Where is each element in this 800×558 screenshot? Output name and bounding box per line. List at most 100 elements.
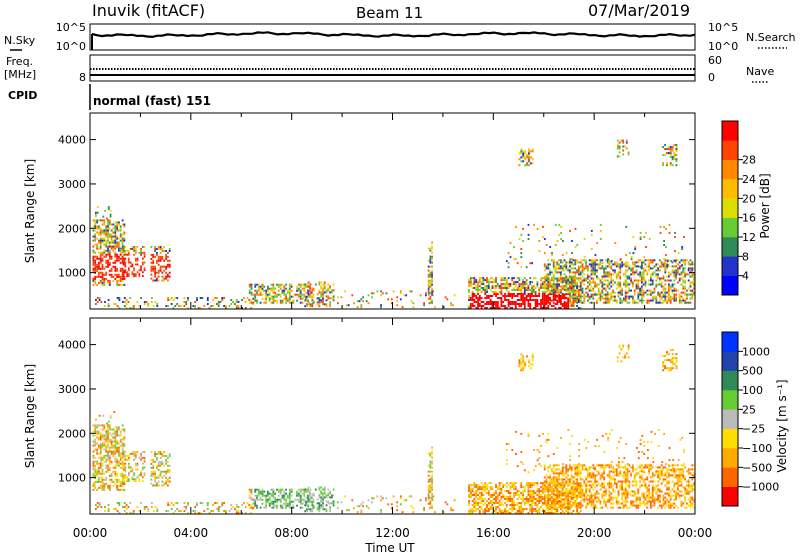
data-cell	[483, 500, 485, 502]
data-cell	[587, 468, 589, 470]
data-cell	[542, 226, 544, 228]
data-cell	[98, 481, 100, 483]
data-cell	[109, 487, 111, 489]
data-cell	[477, 494, 479, 496]
data-cell	[283, 298, 285, 300]
data-cell	[97, 297, 99, 299]
data-cell	[154, 268, 156, 270]
data-cell	[479, 279, 481, 281]
data-cell	[165, 459, 167, 461]
data-cell	[94, 266, 96, 268]
data-cell	[528, 156, 530, 158]
data-cell	[486, 303, 488, 305]
data-cell	[133, 472, 135, 474]
data-cell	[549, 476, 551, 478]
data-cell	[542, 301, 544, 303]
data-cell	[575, 228, 577, 230]
data-cell	[583, 483, 585, 485]
data-cell	[632, 296, 634, 298]
data-cell	[497, 303, 499, 305]
data-cell	[540, 285, 542, 287]
data-cell	[333, 494, 335, 496]
data-cell	[535, 492, 537, 494]
data-cell	[513, 301, 515, 303]
data-cell	[100, 232, 102, 234]
data-cell	[573, 278, 575, 280]
data-cell	[200, 502, 202, 504]
data-cell	[306, 489, 308, 491]
data-cell	[490, 281, 492, 283]
data-cell	[107, 228, 109, 230]
data-cell	[592, 267, 594, 269]
data-cell	[520, 256, 522, 258]
data-cell	[120, 463, 122, 465]
data-cell	[107, 226, 109, 228]
data-cell	[592, 265, 594, 267]
data-cell	[585, 487, 587, 489]
data-cell	[162, 280, 164, 282]
data-cell	[322, 299, 324, 301]
data-cell	[511, 283, 513, 285]
data-cell	[245, 506, 247, 508]
data-cell	[645, 282, 647, 284]
data-cell	[291, 495, 293, 497]
data-cell	[116, 473, 118, 475]
data-cell	[185, 508, 187, 510]
data-cell	[641, 282, 643, 284]
data-cell	[118, 260, 120, 262]
data-cell	[108, 510, 110, 512]
data-cell	[540, 303, 542, 305]
power-data	[93, 140, 696, 309]
data-cell	[387, 503, 389, 505]
data-cell	[135, 273, 137, 275]
data-cell	[273, 497, 275, 499]
data-cell	[524, 293, 526, 295]
data-cell	[495, 496, 497, 498]
data-cell	[522, 281, 524, 283]
data-cell	[123, 463, 125, 465]
data-cell	[587, 286, 589, 288]
data-cell	[585, 280, 587, 282]
data-cell	[431, 276, 433, 278]
data-cell	[140, 297, 142, 299]
data-cell	[265, 497, 267, 499]
data-cell	[565, 265, 567, 267]
data-cell	[589, 288, 591, 290]
data-cell	[293, 501, 295, 503]
data-cell	[158, 453, 160, 455]
data-cell	[600, 224, 602, 226]
data-cell	[540, 482, 542, 484]
data-cell	[620, 258, 622, 260]
data-cell	[648, 290, 650, 292]
data-cell	[108, 504, 110, 506]
data-cell	[481, 500, 483, 502]
data-cell	[567, 485, 569, 487]
data-cell	[105, 445, 107, 447]
data-cell	[499, 287, 501, 289]
data-cell	[107, 232, 109, 234]
data-cell	[650, 273, 652, 275]
data-cell	[634, 294, 636, 296]
data-cell	[291, 489, 293, 491]
data-cell	[691, 269, 693, 271]
data-cell	[601, 290, 603, 292]
data-cell	[124, 502, 126, 504]
data-cell	[513, 500, 515, 502]
data-cell	[307, 495, 309, 497]
data-cell	[631, 258, 633, 260]
data-cell	[591, 269, 593, 271]
data-cell	[603, 294, 605, 296]
data-cell	[564, 285, 566, 287]
data-cell	[587, 476, 589, 478]
data-cell	[100, 260, 102, 262]
data-cell	[128, 459, 130, 461]
data-cell	[331, 502, 333, 504]
data-cell	[506, 496, 508, 498]
data-cell	[409, 495, 411, 497]
data-cell	[676, 154, 678, 156]
data-cell	[102, 443, 104, 445]
data-cell	[306, 508, 308, 510]
data-cell	[94, 429, 96, 431]
data-cell	[583, 273, 585, 275]
data-cell	[628, 267, 630, 269]
